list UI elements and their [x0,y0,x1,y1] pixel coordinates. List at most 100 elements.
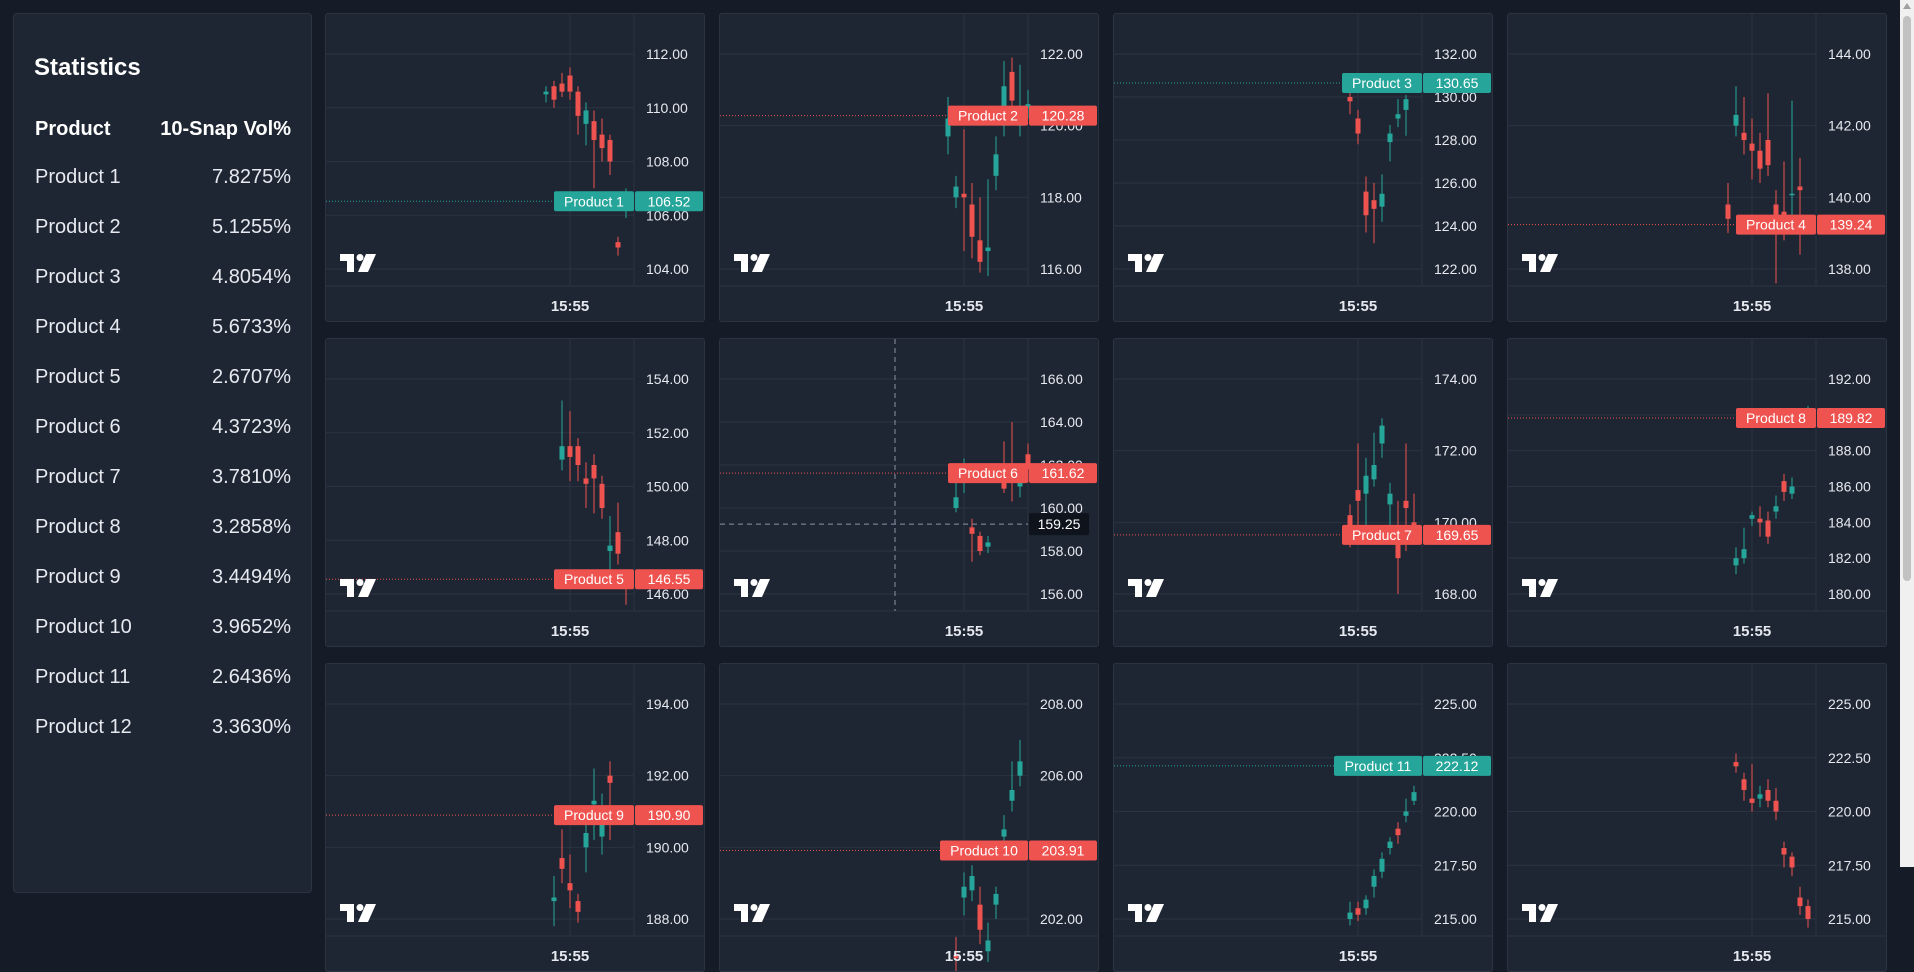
tradingview-logo-icon[interactable] [732,901,774,925]
candle-body [591,465,597,479]
price-tick-label: 215.00 [1828,911,1871,927]
tradingview-logo-icon[interactable] [338,901,380,925]
stat-row: Product 4 5.6733% [35,316,291,342]
price-tick-label: 172.00 [1434,443,1477,459]
last-price-tag [1423,73,1491,94]
time-tick-label: 15:55 [944,298,984,315]
price-tick-label: 148.00 [646,532,689,548]
price-tick-label: 186.00 [1828,479,1871,495]
price-tick-label: 168.00 [1434,586,1477,602]
price-chart[interactable]: 174.00 172.00 170.00 168.00 Product 7 169.65 1… [1113,338,1493,647]
price-chart[interactable]: 225.00 222.50 220.00 217.50 215.00 15:55 [1507,663,1887,972]
last-price-tag [635,805,703,826]
candle-body [1403,99,1409,110]
candle-body [591,800,597,805]
chart-plot[interactable]: 166.00164.00162.00160.00158.00156.00Prod… [720,339,1099,647]
price-tick-label: 194.00 [646,696,689,712]
series-name-tag [948,105,1028,126]
tradingview-logo-icon[interactable] [338,576,380,600]
price-chart[interactable]: 194.00 192.00 190.00 188.00 Product 9 190.90 1… [325,663,705,972]
price-chart[interactable]: 154.00 152.00 150.00 148.00 146.00 Product 5 1… [325,338,705,647]
price-tick-label: 104.00 [646,261,689,277]
candle-body [1347,97,1353,102]
tradingview-logo-icon[interactable] [1126,576,1168,600]
candle-body [1395,543,1401,559]
series-name-label: Product 1 [564,193,624,209]
candle-body [1403,500,1409,508]
price-tick-label: 144.00 [1828,46,1871,62]
candle-body [599,483,605,508]
chart-plot[interactable]: 154.00 152.00 150.00 148.00 146.00 Product 5 1… [326,339,705,647]
stat-vol-value: 3.4494% [212,566,291,588]
stat-vol-value: 4.3723% [212,416,291,438]
price-chart[interactable]: 132.00 130.00 128.00 126.00 124.00 122.00 Prod… [1113,13,1493,322]
column-header-vol: 10-Snap Vol% [160,118,291,140]
candle-body [1347,912,1353,919]
time-tick-label: 15:55 [1732,623,1772,640]
stat-row: Product 3 4.8054% [35,266,291,292]
candle-body [567,446,573,457]
last-price-tag [1029,840,1097,861]
candle-body [1757,518,1763,523]
chart-plot[interactable]: 225.00 222.50 220.00 217.50 215.00 [1508,664,1887,972]
time-axis: 15:55 [326,298,704,318]
tradingview-logo-icon[interactable] [1520,251,1562,275]
tradingview-logo-icon[interactable] [1126,901,1168,925]
price-tick-label: 184.00 [1828,514,1871,530]
candle-body [559,446,565,460]
candle-body [1741,779,1747,790]
time-tick-label: 15:55 [1338,298,1378,315]
time-axis: 15:55 [326,948,704,968]
time-axis: 15:55 [720,298,1098,318]
time-tick-label: 15:55 [550,623,590,640]
series-name-label: Product 4 [1746,217,1806,233]
series-name-label: Product 3 [1352,75,1412,91]
price-tick-label: 150.00 [646,479,689,495]
price-tick-label: 142.00 [1828,118,1871,134]
chart-plot[interactable]: 194.00 192.00 190.00 188.00 Product 9 190.90 [326,664,705,972]
tradingview-logo-icon[interactable] [732,576,774,600]
price-chart[interactable]: 166.00164.00162.00160.00158.00156.00Prod… [719,338,1099,647]
chart-plot[interactable]: 192.00190.00188.00186.00184.00182.00180.… [1508,339,1887,647]
chart-plot[interactable]: 144.00 142.00 140.00 138.00 Product 4 139.24 [1508,14,1887,322]
tradingview-logo-icon[interactable] [338,251,380,275]
time-axis: 15:55 [1508,948,1886,968]
candle-body [1765,790,1771,801]
candle-body [1741,132,1747,140]
time-axis: 15:55 [1508,298,1886,318]
price-chart[interactable]: 144.00 142.00 140.00 138.00 Product 4 139.24 1… [1507,13,1887,322]
scroll-up-arrow-icon[interactable] [1903,3,1911,9]
price-chart[interactable]: 192.00190.00188.00186.00184.00182.00180.… [1507,338,1887,647]
page-scrollbar[interactable] [1900,0,1914,867]
chart-plot[interactable]: 132.00130.00128.00126.00124.00122.00Prod… [1114,14,1493,322]
candle-body [1017,482,1023,487]
price-tick-label: 132.00 [1434,46,1477,62]
time-axis: 15:55 [1114,623,1492,643]
tradingview-logo-icon[interactable] [732,251,774,275]
candle-body [977,240,983,262]
stat-row: Product 8 3.2858% [35,516,291,542]
candle-body [1411,792,1417,801]
tradingview-logo-icon[interactable] [1126,251,1168,275]
candle-body [1387,841,1393,849]
series-name-label: Product 6 [958,465,1018,481]
candle-body [1781,848,1787,855]
candle-body [961,193,967,198]
time-axis: 15:55 [1114,948,1492,968]
tradingview-logo-icon[interactable] [1520,901,1562,925]
tradingview-logo-icon[interactable] [1520,576,1562,600]
price-tick-label: 166.00 [1040,371,1083,387]
stat-row: Product 5 2.6707% [35,366,291,392]
last-price-value: 106.52 [648,193,691,209]
scrollbar-thumb[interactable] [1903,16,1911,581]
price-tick-label: 146.00 [646,586,689,602]
price-chart[interactable]: 122.00 120.00 118.00 116.00 Product 2 120.28 1… [719,13,1099,322]
